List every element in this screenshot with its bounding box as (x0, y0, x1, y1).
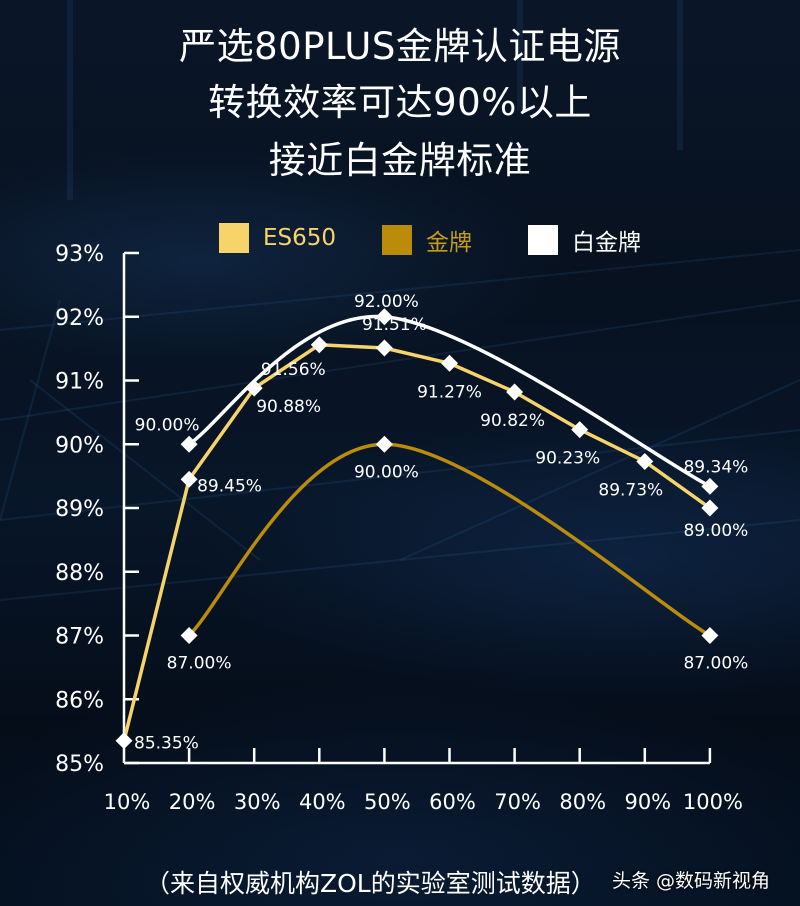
data-point-marker (180, 435, 198, 453)
data-point-marker (245, 379, 263, 397)
y-tick-label: 86% (55, 688, 104, 713)
data-label-es650: 90.23% (535, 449, 600, 469)
data-point-marker (180, 470, 198, 488)
data-label-gold: 90.00% (354, 462, 419, 482)
data-label-es650: 89.73% (598, 480, 663, 500)
data-label-es650: 91.27% (417, 382, 482, 402)
data-point-marker (506, 383, 524, 401)
legend-label-platinum: 白金牌 (572, 230, 641, 256)
data-label-es650: 89.00% (683, 521, 748, 541)
data-label-platinum: 90.00% (135, 415, 200, 435)
series-line-gold (187, 442, 711, 638)
y-tick-label: 91% (55, 370, 104, 395)
y-tick-label: 88% (55, 561, 104, 586)
x-tick-label: 10% (104, 790, 151, 814)
legend-item-gold: 金牌 (382, 223, 472, 257)
data-label-platinum: 92.00% (354, 292, 419, 312)
x-tick-label: 60% (429, 790, 476, 814)
y-tick-label: 87% (55, 625, 104, 650)
chart-legend: ES650 金牌 白金牌 (0, 223, 800, 256)
chart-series (115, 308, 719, 750)
watermark: 头条 @数码新视角 (612, 870, 771, 892)
source-note: （来自权威机构ZOL的实验室测试数据） (145, 869, 596, 898)
y-tick-label: 92% (55, 306, 104, 331)
data-point-marker (701, 627, 719, 644)
legend-label-gold: 金牌 (426, 230, 472, 256)
data-point-marker (701, 477, 719, 495)
data-point-marker (375, 435, 393, 453)
data-label-es650: 90.88% (256, 397, 321, 417)
data-point-marker (636, 452, 654, 470)
data-label-es650: 90.82% (480, 411, 545, 431)
data-label-es650: 91.51% (362, 315, 427, 335)
series-line-es650 (122, 343, 711, 742)
x-tick-label: 40% (299, 790, 346, 814)
chart-axes: 85% 86% 87% 88% 89% 90% 91% 92% 93% 10% 20% 30% 40% 5… (55, 242, 743, 814)
data-label-es650: 89.45% (197, 476, 262, 496)
x-tick-label: 70% (494, 790, 541, 814)
data-label-platinum: 89.34% (683, 457, 748, 477)
data-point-marker (310, 336, 328, 354)
data-point-marker (375, 308, 393, 326)
legend-item-platinum: 白金牌 (528, 223, 641, 257)
x-tick-label: 100% (683, 790, 743, 814)
data-label-gold: 87.00% (167, 654, 232, 674)
y-tick-label: 89% (55, 497, 104, 522)
x-tick-label: 20% (169, 790, 216, 814)
x-tick-label: 50% (364, 790, 411, 814)
data-label-es650: 85.35% (134, 734, 199, 754)
chart-data-labels: 87.00% 90.00% 87.00% 90.00% 92.00% 89.34% 85.3… (134, 292, 748, 754)
x-tick-label: 90% (624, 790, 671, 814)
legend-label-es650: ES650 (263, 225, 337, 251)
data-point-marker (180, 627, 198, 644)
y-tick-label: 90% (55, 433, 104, 458)
x-tick-label: 80% (559, 790, 606, 814)
data-label-es650: 91.56% (261, 360, 326, 380)
legend-item-es650: ES650 (219, 223, 336, 253)
title-line-1: 严选80PLUS金牌认证电源 (179, 25, 621, 68)
legend-swatch-platinum (528, 225, 558, 255)
y-tick-label: 85% (55, 752, 104, 777)
legend-swatch-es650 (219, 223, 249, 253)
data-label-gold: 87.00% (683, 654, 748, 674)
legend-swatch-gold (382, 225, 412, 255)
y-tick-label: 93% (55, 242, 104, 267)
data-point-marker (375, 339, 393, 357)
data-point-marker (441, 354, 458, 372)
data-point-marker (571, 421, 589, 439)
data-point-marker (115, 732, 133, 750)
x-tick-label: 30% (234, 790, 281, 814)
title-line-3: 接近白金牌标准 (268, 139, 532, 182)
title-line-2: 转换效率可达90%以上 (208, 81, 592, 124)
data-point-marker (701, 499, 719, 517)
